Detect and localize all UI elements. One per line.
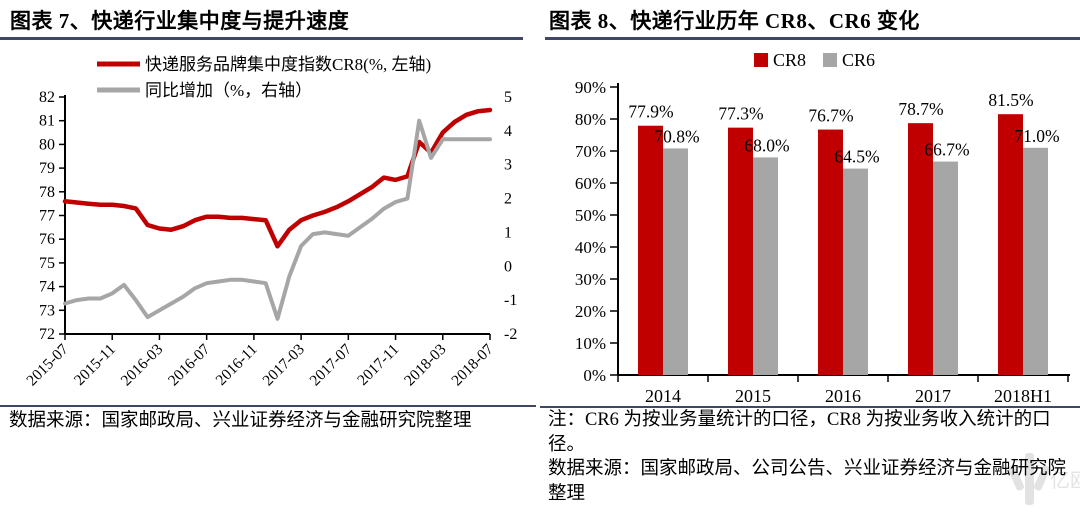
category-label: 2018H1 [994,386,1052,406]
x-axis-tick-label: 2017-07 [307,341,356,390]
y-axis-tick-label: 20% [575,302,606,321]
cr8-value-label: 78.7% [898,99,943,119]
right-axis-tick-label: 5 [504,89,512,106]
cr6-bar [663,148,688,375]
cr8-bar [998,114,1023,375]
right-axis-tick-label: 4 [504,123,512,140]
left-axis-tick-label: 76 [39,231,55,248]
x-axis-tick-label: 2018-03 [401,341,450,390]
figure-8-title: 图表 8、快递行业历年 CR8、CR6 变化 [549,9,920,33]
category-label: 2016 [825,386,861,406]
y-axis-tick-label: 80% [575,110,606,129]
cr8-bar [908,123,933,375]
left-axis-tick-label: 77 [39,208,55,225]
y-axis-tick-label: 60% [575,174,606,193]
yoy-line-series [63,118,492,321]
figure-8-title-rule [545,37,1080,40]
y-axis-tick-label: 0% [583,366,606,385]
y-axis-tick-label: 90% [575,78,606,97]
left-axis-tick-label: 80 [39,136,55,153]
figure-7-bottom-rule [0,405,536,407]
right-axis-tick-label: -2 [504,326,517,343]
x-axis-tick-label: 2016-11 [213,341,261,389]
eo-logo-icon: 亿欧 [1008,453,1080,505]
cr6-value-label: 68.0% [744,135,789,155]
cr6-bar [1023,147,1048,375]
left-axis-tick-label: 78 [39,184,55,201]
x-axis-tick-label: 2015-07 [23,341,72,390]
right-axis-tick-label: 0 [504,258,512,275]
left-axis-tick-label: 75 [39,255,55,272]
cr8-concentration-line-chart: 快递服务品牌集中度指数CR8(%, 左轴) 同比增加（%，右轴） 72 73 74 75 7… [23,55,517,390]
x-axis-tick-label: 2018-07 [448,341,497,390]
y-axis-tick-label: 40% [575,238,606,257]
legend-cr6-label: CR6 [842,50,875,70]
legend-cr6-swatch [823,53,837,67]
y-axis-tick-label: 50% [575,206,606,225]
eo-watermark-text: 亿欧 [1050,469,1080,492]
cr6-bar [753,157,778,375]
x-axis-tick-label: 2016-07 [165,341,214,390]
right-axis-tick-label: 1 [504,224,512,241]
legend-yoy-label: 同比增加（%，右轴） [145,81,312,100]
eo-watermark: 亿欧 [1008,443,1080,512]
right-axis-tick-label: 3 [504,157,512,174]
figure-8-source: 数据来源：国家邮政局、公司公告、兴业证券经济与金融研究院整理 [548,459,1067,504]
left-axis-tick-label: 81 [39,113,55,130]
y-axis-tick-label: 30% [575,270,606,289]
cr8-bar [638,125,663,375]
cr6-value-label: 66.7% [924,140,969,160]
cr8-bar [728,127,753,375]
figure-7-title: 图表 7、快递行业集中度与提升速度 [10,9,350,33]
x-axis-tick-label: 2015-11 [71,341,119,389]
category-label: 2017 [915,386,951,406]
cr8-value-label: 76.7% [808,106,853,126]
x-axis-tick-label: 2016-03 [118,341,167,390]
cr6-value-label: 71.0% [1014,126,1059,146]
left-axis-tick-label: 79 [39,160,55,177]
y-axis-tick-label: 70% [575,142,606,161]
left-axis-tick-label: 72 [39,326,55,343]
category-label: 2014 [645,386,681,406]
left-axis-tick-label: 73 [39,302,55,319]
left-axis-tick-label: 82 [39,89,55,106]
cr8-cr6-bar-chart: CR8 CR6 0% 10% 20% 30% 40% 50% 60% 70% 80% 90% 77.9%… [575,50,1070,406]
right-axis-tick-label: -1 [504,292,517,309]
legend-cr8-swatch [754,53,768,67]
figure-8-note: 注：CR6 为按业务量统计的口径，CR8 为按业务收入统计的口径。 [548,410,1051,455]
x-axis-tick-label: 2017-11 [354,341,402,389]
x-axis-tick-label: 2017-03 [259,341,308,390]
category-label: 2015 [735,386,771,406]
cr6-value-label: 70.8% [654,126,699,146]
cr8-value-label: 77.9% [628,102,673,122]
y-axis-tick-label: 10% [575,334,606,353]
cr8-value-label: 77.3% [718,104,763,124]
legend-cr8-label: CR8 [773,50,806,70]
cr8-line-series [62,107,493,249]
right-axis-tick-label: 2 [504,191,512,208]
left-axis-tick-label: 74 [39,279,55,296]
cr6-bar [933,161,958,375]
figure-7-source: 数据来源：国家邮政局、兴业证券经济与金融研究院整理 [9,411,472,431]
cr8-bar [818,129,843,375]
cr8-value-label: 81.5% [988,90,1033,110]
legend-cr8-label: 快递服务品牌集中度指数CR8(%, 左轴) [145,55,431,74]
cr6-value-label: 64.5% [834,147,879,167]
cr6-bar [843,168,868,375]
figure-7-title-rule [0,37,523,40]
figure-8-bottom-rule [540,406,1080,408]
